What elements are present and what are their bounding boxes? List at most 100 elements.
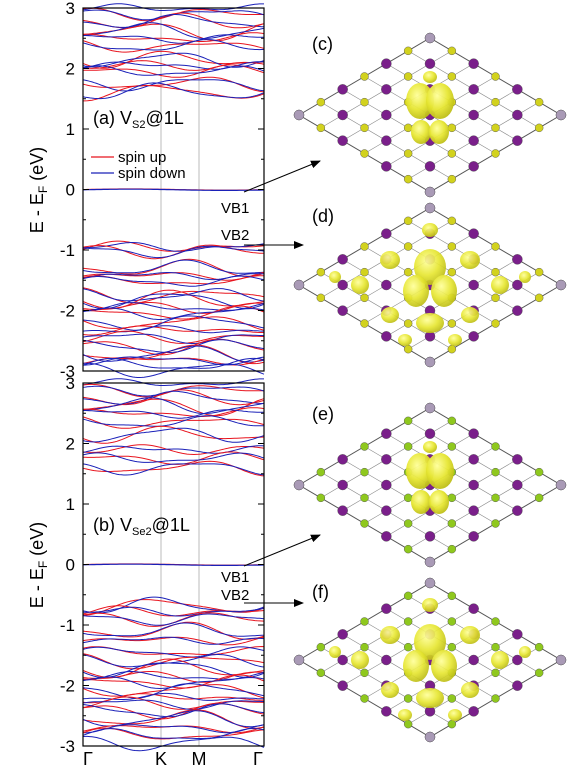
band-spin-down <box>82 362 265 378</box>
isosurface-lobe <box>403 275 429 307</box>
metal-atom <box>468 279 479 291</box>
structure-c <box>293 32 567 198</box>
isosurface-lobe <box>422 223 438 237</box>
band-spin-down <box>82 683 265 699</box>
isosurface-lobe <box>426 453 454 489</box>
band-spin-down <box>82 710 265 728</box>
metal-atom <box>468 84 479 95</box>
chalcogen-atom <box>403 242 413 251</box>
structure-d <box>293 202 567 368</box>
chalcogen-atom <box>447 174 457 184</box>
metal-atom <box>512 505 523 516</box>
isosurface-lobe <box>403 650 429 682</box>
isosurface-lobe <box>429 120 449 144</box>
band-spin-down <box>82 339 265 353</box>
metal-atom <box>381 706 392 717</box>
chalcogen-atom <box>447 591 457 601</box>
metal-atom <box>468 603 479 614</box>
isosurface-lobe <box>329 271 341 283</box>
band-spin-down <box>82 333 265 344</box>
corner-atom <box>424 577 436 589</box>
metal-atom <box>512 305 523 316</box>
band-spin-up <box>82 444 265 456</box>
chalcogen-atom <box>360 267 369 277</box>
chalcogen-atom <box>534 293 544 303</box>
band-spin-up <box>82 727 265 740</box>
chalcogen-atom <box>403 442 413 451</box>
band-spin-down <box>83 242 265 252</box>
metal-atom <box>381 654 392 666</box>
isosurface-lobe <box>398 334 412 346</box>
ytick-label: -3 <box>60 737 75 756</box>
band-spin-down <box>82 613 265 626</box>
chalcogen-atom <box>447 149 457 158</box>
metal-atom <box>381 279 392 291</box>
band-spin-up <box>82 330 264 344</box>
chalcogen-atom <box>403 123 413 133</box>
chalcogen-atom <box>447 493 457 503</box>
isosurface-lobe <box>351 651 369 669</box>
ytick-label: 0 <box>66 181 75 200</box>
isosurface-lobe <box>429 490 449 514</box>
isosurface-lobe <box>423 441 437 453</box>
chalcogen-atom <box>491 319 500 328</box>
isosurface-lobe <box>414 624 446 660</box>
ytick-label: -3 <box>60 362 75 381</box>
chalcogen-atom <box>360 493 369 503</box>
band-spin-up <box>82 275 264 285</box>
corner-atom <box>424 556 436 568</box>
metal-atom <box>381 428 392 439</box>
band-spin-down <box>82 79 265 92</box>
corner-atom <box>424 731 436 743</box>
corner-atom <box>555 654 567 666</box>
metal-atom <box>512 629 523 640</box>
isosurface-lobe <box>422 598 438 612</box>
label-d: (d) <box>312 206 334 226</box>
band-spin-down <box>82 357 265 369</box>
isosurface-lobe <box>416 688 444 708</box>
isosurface-lobe <box>491 276 509 294</box>
metal-atom <box>337 279 348 291</box>
metal-atom <box>381 531 392 542</box>
chalcogen-atom <box>447 617 457 626</box>
chalcogen-atom <box>447 442 457 451</box>
chalcogen-atom <box>491 72 500 81</box>
band-spin-down <box>82 3 264 11</box>
band-spin-down <box>82 636 265 645</box>
metal-atom <box>381 505 392 516</box>
bands-a <box>82 3 265 378</box>
band-spin-down <box>82 288 265 302</box>
corner-atom <box>293 279 305 291</box>
chalcogen-atom <box>316 123 326 133</box>
chalcogen-atom <box>447 694 457 703</box>
chalcogen-atom <box>534 97 544 107</box>
band-spin-down <box>82 275 265 287</box>
band-spin-down <box>82 654 265 668</box>
vb1-band-down <box>83 188 264 191</box>
isosurface-lobe <box>398 709 412 721</box>
ytick-label: -1 <box>60 241 75 260</box>
ytick-label: 1 <box>66 120 75 139</box>
isosurface-lobe <box>431 275 457 307</box>
metal-atom <box>468 58 479 69</box>
xtick-gamma-left: Γ <box>83 749 93 769</box>
legend-spin-up: spin up <box>118 149 166 166</box>
chalcogen-atom <box>403 174 413 184</box>
chalcogen-atom <box>403 216 413 226</box>
label-c: (c) <box>312 34 333 54</box>
chalcogen-atom <box>403 149 413 158</box>
chalcogen-atom <box>316 293 326 303</box>
metal-atom <box>424 161 436 172</box>
chalcogen-atom <box>360 72 369 81</box>
band-spin-down <box>82 307 265 320</box>
band-spin-down <box>82 14 264 28</box>
chalcogen-atom <box>403 267 413 277</box>
arrow-vb1-b <box>243 534 321 567</box>
chalcogen-atom <box>403 319 413 328</box>
band-spin-down <box>82 699 264 710</box>
ytick-label: -1 <box>60 616 75 635</box>
chalcogen-atom <box>403 591 413 601</box>
chalcogen-atom <box>534 123 544 133</box>
label-e: (e) <box>312 404 334 424</box>
